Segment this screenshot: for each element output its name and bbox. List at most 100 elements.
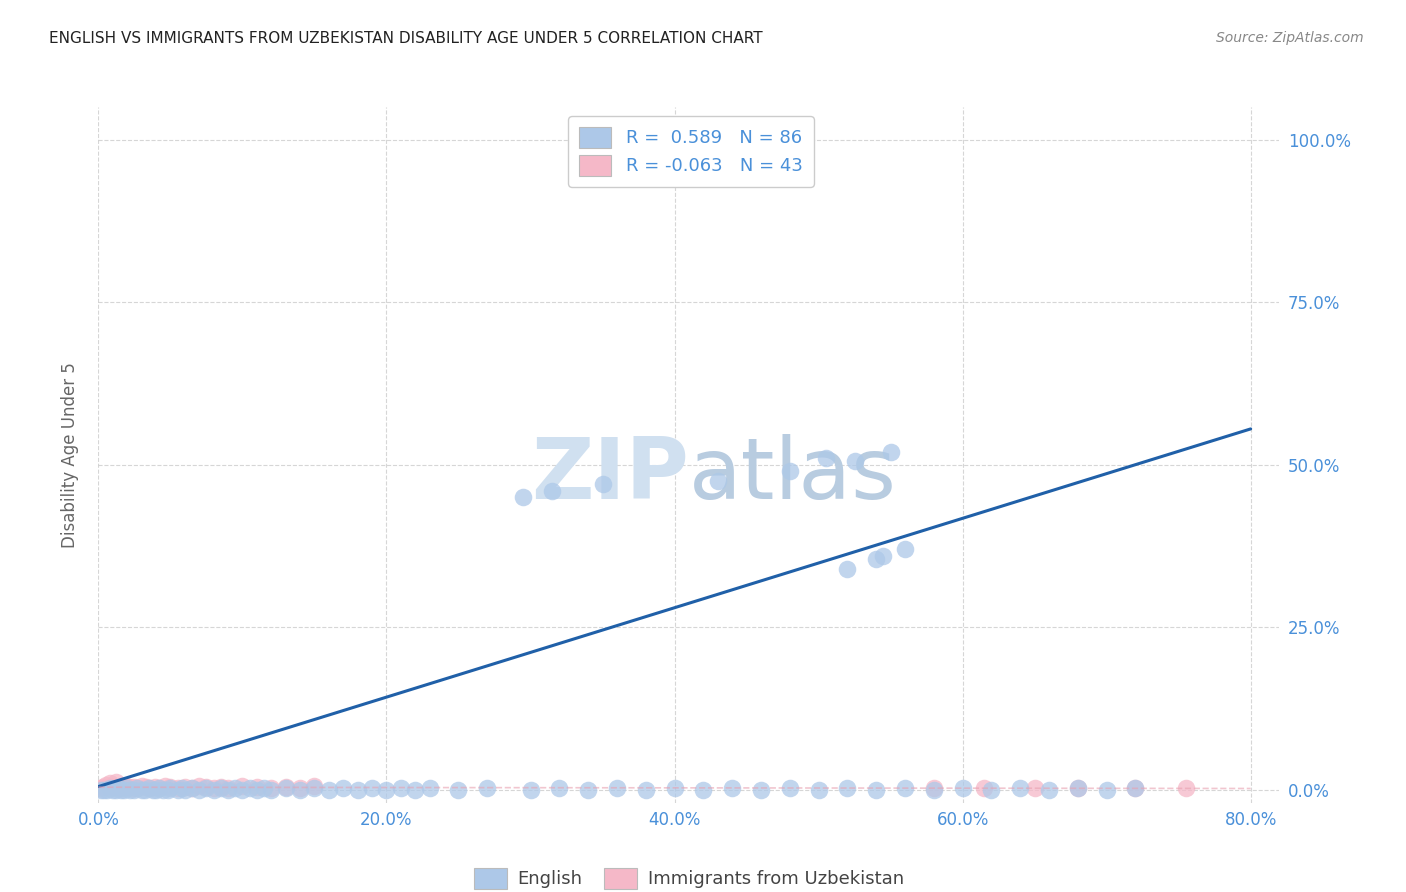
Point bbox=[239, 781, 262, 796]
Point bbox=[131, 782, 153, 797]
Point bbox=[865, 552, 887, 566]
Point bbox=[288, 782, 311, 797]
Point bbox=[404, 782, 426, 797]
Point bbox=[1174, 780, 1197, 795]
Point bbox=[721, 781, 744, 796]
Point bbox=[837, 781, 859, 796]
Point bbox=[209, 780, 232, 794]
Point bbox=[318, 782, 340, 797]
Point bbox=[166, 782, 188, 797]
Point bbox=[288, 780, 311, 795]
Point bbox=[143, 780, 166, 794]
Point bbox=[94, 778, 117, 792]
Point bbox=[706, 474, 728, 488]
Point bbox=[97, 780, 120, 795]
Point bbox=[121, 781, 143, 796]
Point bbox=[650, 132, 672, 146]
Text: ENGLISH VS IMMIGRANTS FROM UZBEKISTAN DISABILITY AGE UNDER 5 CORRELATION CHART: ENGLISH VS IMMIGRANTS FROM UZBEKISTAN DI… bbox=[49, 31, 763, 46]
Point bbox=[1125, 781, 1147, 796]
Point bbox=[576, 782, 599, 797]
Point bbox=[145, 782, 167, 797]
Point bbox=[202, 782, 225, 797]
Point bbox=[139, 781, 162, 796]
Point bbox=[156, 782, 179, 797]
Point bbox=[894, 781, 917, 796]
Point bbox=[224, 781, 246, 796]
Point bbox=[814, 451, 837, 466]
Point bbox=[1095, 782, 1118, 797]
Point bbox=[375, 782, 398, 797]
Point bbox=[188, 779, 211, 793]
Point bbox=[844, 454, 866, 468]
Point bbox=[332, 781, 354, 796]
Point bbox=[90, 782, 112, 797]
Point bbox=[807, 782, 830, 797]
Point bbox=[973, 780, 995, 795]
Point bbox=[779, 781, 801, 796]
Point bbox=[112, 782, 135, 797]
Point bbox=[519, 782, 541, 797]
Point bbox=[103, 780, 125, 795]
Point bbox=[692, 782, 714, 797]
Point bbox=[111, 780, 134, 795]
Point bbox=[159, 780, 181, 795]
Point bbox=[419, 781, 441, 796]
Point bbox=[304, 779, 326, 793]
Text: atlas: atlas bbox=[689, 434, 897, 517]
Point bbox=[110, 782, 132, 797]
Point bbox=[1067, 780, 1090, 795]
Point bbox=[837, 562, 859, 576]
Point bbox=[188, 782, 211, 797]
Point bbox=[166, 781, 188, 796]
Point bbox=[1024, 781, 1046, 796]
Point bbox=[304, 781, 326, 796]
Point bbox=[96, 782, 118, 797]
Point bbox=[447, 782, 470, 797]
Point bbox=[104, 782, 127, 797]
Point bbox=[173, 782, 195, 797]
Point bbox=[118, 780, 141, 795]
Point bbox=[104, 775, 127, 789]
Point bbox=[592, 477, 614, 491]
Point bbox=[477, 781, 499, 796]
Point bbox=[131, 779, 153, 793]
Point bbox=[217, 780, 239, 795]
Point bbox=[173, 780, 195, 794]
Point bbox=[1067, 781, 1090, 796]
Text: ZIP: ZIP bbox=[531, 434, 689, 517]
Point bbox=[153, 779, 176, 793]
Point bbox=[134, 782, 156, 797]
Point bbox=[195, 781, 218, 796]
Point bbox=[195, 780, 218, 795]
Point bbox=[952, 781, 974, 796]
Point bbox=[361, 781, 384, 796]
Point bbox=[138, 781, 160, 796]
Point bbox=[865, 782, 887, 797]
Point bbox=[114, 779, 136, 793]
Point bbox=[93, 782, 115, 797]
Point bbox=[274, 781, 297, 796]
Point bbox=[685, 132, 707, 146]
Point bbox=[124, 780, 146, 794]
Text: Source: ZipAtlas.com: Source: ZipAtlas.com bbox=[1216, 31, 1364, 45]
Point bbox=[1125, 781, 1147, 796]
Point bbox=[512, 490, 534, 504]
Point bbox=[246, 782, 269, 797]
Point bbox=[260, 782, 283, 797]
Point bbox=[346, 782, 368, 797]
Point bbox=[634, 782, 657, 797]
Point bbox=[98, 776, 121, 790]
Point bbox=[124, 782, 146, 797]
Point bbox=[217, 782, 239, 797]
Point bbox=[253, 781, 276, 796]
Point bbox=[181, 781, 204, 796]
Point bbox=[1038, 782, 1060, 797]
Point bbox=[135, 780, 157, 795]
Point bbox=[246, 780, 269, 795]
Point bbox=[209, 781, 232, 796]
Y-axis label: Disability Age Under 5: Disability Age Under 5 bbox=[60, 362, 79, 548]
Point bbox=[389, 781, 412, 796]
Point bbox=[980, 782, 1002, 797]
Point bbox=[231, 779, 253, 793]
Point bbox=[127, 781, 149, 796]
